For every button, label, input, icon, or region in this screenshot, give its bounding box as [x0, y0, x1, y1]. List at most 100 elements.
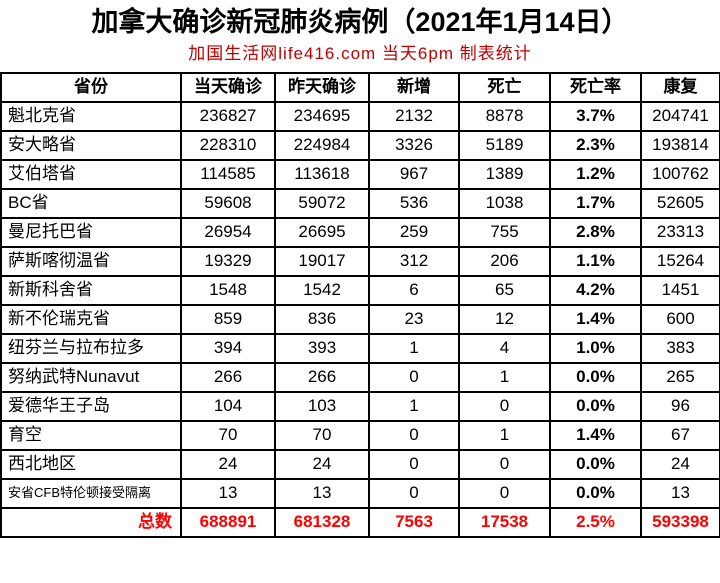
table-row: 纽芬兰与拉布拉多 394 393 1 4 1.0% 383	[0, 333, 720, 364]
header-today-confirmed: 当天确诊	[180, 72, 276, 103]
province-cell: 安大略省	[0, 130, 182, 161]
value-cell: 0	[458, 478, 551, 509]
header-deaths: 死亡	[458, 72, 551, 103]
value-cell: 113618	[274, 159, 370, 190]
value-cell: 1.4%	[549, 304, 642, 335]
value-cell: 600	[640, 304, 720, 335]
header-recovered: 康复	[640, 72, 720, 103]
value-cell: 114585	[180, 159, 276, 190]
table-row: 新不伦瑞克省 859 836 23 12 1.4% 600	[0, 304, 720, 335]
province-cell: BC省	[0, 188, 182, 219]
value-cell: 26954	[180, 217, 276, 248]
value-cell: 0	[368, 362, 460, 393]
province-cell: 安省CFB特伦顿接受隔离	[0, 478, 182, 509]
value-cell: 1.4%	[549, 420, 642, 451]
header-new-cases: 新增	[368, 72, 460, 103]
value-cell: 234695	[274, 101, 370, 132]
value-cell: 23313	[640, 217, 720, 248]
value-cell: 259	[368, 217, 460, 248]
value-cell: 859	[180, 304, 276, 335]
table-row: 努纳武特Nunavut 266 266 0 1 0.0% 265	[0, 362, 720, 393]
value-cell: 104	[180, 391, 276, 422]
value-cell: 59072	[274, 188, 370, 219]
total-label-cell: 总数	[0, 507, 182, 538]
value-cell: 24	[180, 449, 276, 480]
province-cell: 新斯科舍省	[0, 275, 182, 306]
table-row: 曼尼托巴省 26954 26695 259 755 2.8% 23313	[0, 217, 720, 248]
value-cell: 0.0%	[549, 449, 642, 480]
value-cell: 1.7%	[549, 188, 642, 219]
page-title: 加拿大确诊新冠肺炎病例（2021年1月14日）	[91, 7, 629, 37]
value-cell: 100762	[640, 159, 720, 190]
value-cell: 224984	[274, 130, 370, 161]
value-cell: 967	[368, 159, 460, 190]
value-cell: 204741	[640, 101, 720, 132]
value-cell: 12	[458, 304, 551, 335]
province-cell: 魁北克省	[0, 101, 182, 132]
province-cell: 爱德华王子岛	[0, 391, 182, 422]
value-cell: 688891	[180, 507, 276, 538]
table-row: 安大略省 228310 224984 3326 5189 2.3% 193814	[0, 130, 720, 161]
value-cell: 1038	[458, 188, 551, 219]
value-cell: 681328	[274, 507, 370, 538]
value-cell: 755	[458, 217, 551, 248]
value-cell: 393	[274, 333, 370, 364]
province-cell: 萨斯喀彻温省	[0, 246, 182, 277]
header-row: 省份 当天确诊 昨天确诊 新增 死亡 死亡率 康复	[0, 72, 720, 103]
value-cell: 1451	[640, 275, 720, 306]
table-row: 育空 70 70 0 1 1.4% 67	[0, 420, 720, 451]
value-cell: 593398	[640, 507, 720, 538]
value-cell: 96	[640, 391, 720, 422]
value-cell: 6	[368, 275, 460, 306]
value-cell: 0	[368, 478, 460, 509]
table-row: 安省CFB特伦顿接受隔离 13 13 0 0 0.0% 13	[0, 478, 720, 509]
value-cell: 3326	[368, 130, 460, 161]
table-row: 魁北克省 236827 234695 2132 8878 3.7% 204741	[0, 101, 720, 132]
page-subtitle: 加国生活网life416.com 当天6pm 制表统计	[188, 44, 532, 63]
value-cell: 1	[458, 420, 551, 451]
value-cell: 70	[274, 420, 370, 451]
value-cell: 1389	[458, 159, 551, 190]
value-cell: 2.5%	[549, 507, 642, 538]
value-cell: 394	[180, 333, 276, 364]
value-cell: 8878	[458, 101, 551, 132]
value-cell: 65	[458, 275, 551, 306]
value-cell: 23	[368, 304, 460, 335]
province-cell: 西北地区	[0, 449, 182, 480]
value-cell: 103	[274, 391, 370, 422]
value-cell: 2.8%	[549, 217, 642, 248]
province-cell: 努纳武特Nunavut	[0, 362, 182, 393]
value-cell: 1542	[274, 275, 370, 306]
value-cell: 19017	[274, 246, 370, 277]
value-cell: 3.7%	[549, 101, 642, 132]
value-cell: 206	[458, 246, 551, 277]
value-cell: 24	[274, 449, 370, 480]
province-cell: 纽芬兰与拉布拉多	[0, 333, 182, 364]
value-cell: 7563	[368, 507, 460, 538]
value-cell: 0.0%	[549, 362, 642, 393]
value-cell: 266	[180, 362, 276, 393]
value-cell: 15264	[640, 246, 720, 277]
value-cell: 1	[368, 333, 460, 364]
province-cell: 曼尼托巴省	[0, 217, 182, 248]
value-cell: 1	[458, 362, 551, 393]
value-cell: 1	[368, 391, 460, 422]
value-cell: 0.0%	[549, 478, 642, 509]
province-cell: 艾伯塔省	[0, 159, 182, 190]
table-row: 艾伯塔省 114585 113618 967 1389 1.2% 100762	[0, 159, 720, 190]
covid-cases-table: 省份 当天确诊 昨天确诊 新增 死亡 死亡率 康复 魁北克省 236827 2346…	[0, 72, 720, 538]
value-cell: 0	[458, 449, 551, 480]
province-cell: 育空	[0, 420, 182, 451]
value-cell: 13	[180, 478, 276, 509]
header-yesterday-confirmed: 昨天确诊	[274, 72, 370, 103]
table-body: 魁北克省 236827 234695 2132 8878 3.7% 204741 安大略省 22…	[0, 101, 720, 538]
value-cell: 193814	[640, 130, 720, 161]
value-cell: 1.2%	[549, 159, 642, 190]
value-cell: 1548	[180, 275, 276, 306]
value-cell: 0	[368, 420, 460, 451]
value-cell: 228310	[180, 130, 276, 161]
value-cell: 5189	[458, 130, 551, 161]
value-cell: 70	[180, 420, 276, 451]
value-cell: 19329	[180, 246, 276, 277]
